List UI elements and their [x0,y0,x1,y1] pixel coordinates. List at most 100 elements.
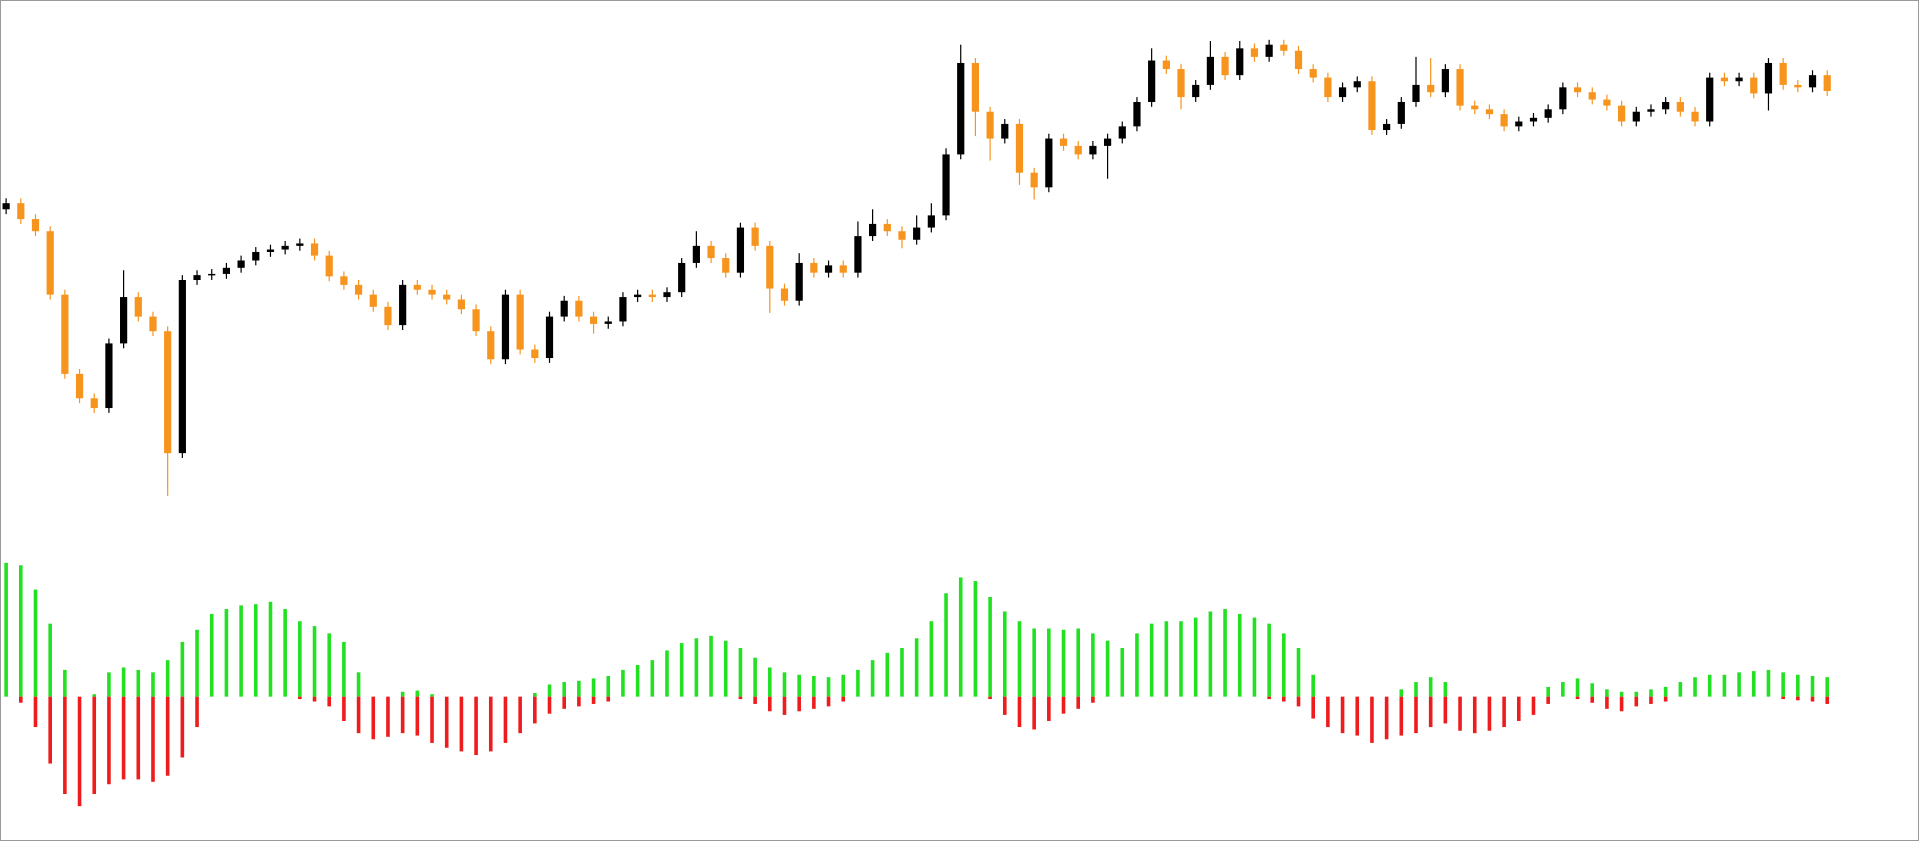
candle-body [957,62,965,155]
histogram-bar [400,696,405,734]
histogram-bar [180,696,185,758]
histogram-bar [1061,696,1066,714]
histogram-bar [356,696,361,734]
candle-body [1647,109,1655,112]
histogram-bar [19,696,23,703]
histogram-bar [1751,671,1756,697]
candle-body [413,284,421,290]
candle-body [1265,44,1273,57]
histogram-bar [1502,696,1506,728]
histogram-bar [635,665,640,697]
histogram-bar [1164,621,1169,697]
histogram-bar [1061,629,1066,697]
histogram-bar [1825,696,1830,704]
histogram-bar [1267,623,1271,697]
candle-body [325,255,333,277]
candle-body [1559,87,1567,110]
histogram-bar [4,562,8,697]
histogram-bar [1399,689,1404,697]
histogram-bar [753,657,757,697]
candle-body [1015,123,1024,173]
candle-body [178,280,186,454]
histogram-bar [518,696,522,734]
histogram-bar [1355,696,1360,736]
histogram-bar [1017,621,1022,697]
candle-body [1324,77,1332,98]
histogram-bar [312,696,317,702]
histogram-bar [151,696,155,782]
candle-body [1192,84,1200,98]
candle-body [1236,48,1244,76]
histogram-bar [386,696,390,737]
candle-body [457,299,465,310]
candle-body [545,316,554,359]
candle-body [1794,84,1802,88]
histogram-bar [1091,696,1095,703]
candle-body [1471,105,1479,110]
histogram-bar [1326,696,1330,728]
histogram-bar [768,667,772,697]
histogram-bar [342,641,346,697]
histogram-bar [929,621,934,697]
candle-body [707,245,715,259]
candle-body [1544,109,1552,118]
histogram-bar [841,674,846,697]
candle-body [1485,109,1494,115]
histogram-bar [533,696,537,724]
histogram-bar [63,669,67,697]
candle-body [1162,60,1170,70]
histogram-bar [1561,682,1565,697]
candle-body [31,219,40,232]
candle-body [1735,77,1743,82]
histogram-bar [1781,672,1785,697]
candle-body [1250,48,1259,57]
candle-body [883,223,891,232]
histogram-bar [1810,696,1815,702]
histogram-bar [444,696,449,748]
histogram-bar [1693,677,1697,697]
candle-body [560,300,568,317]
histogram-bar [1032,696,1036,730]
histogram-bar [1282,633,1286,697]
candle-body [1750,77,1758,94]
histogram-bar [562,696,566,709]
histogram-bar [1399,696,1404,736]
histogram-bar [459,696,464,752]
histogram-bar [1590,696,1595,703]
candle-body [1808,75,1817,88]
histogram-bar [1193,617,1198,697]
histogram-bar [591,696,596,704]
candle-body [237,260,245,268]
candle-body [61,294,69,374]
histogram-bar [797,674,801,697]
candle-body [898,231,906,240]
histogram-bar [356,672,361,697]
histogram-bar [812,675,816,697]
histogram-bar [400,691,405,697]
candle-body [1309,69,1317,78]
histogram-bar [1796,696,1800,701]
histogram-bar [1267,696,1271,700]
histogram-bar [1781,696,1785,700]
candle-body [1441,69,1449,93]
histogram-bar [1649,689,1653,697]
candle-body [971,62,980,112]
candle-body [1779,62,1787,85]
histogram-bar [1282,696,1286,702]
histogram-bar [1223,609,1227,697]
candle-body [1206,56,1214,85]
histogram-bar [48,623,52,697]
histogram-bar [988,696,992,700]
histogram-bar [885,652,890,697]
histogram-bar [1590,683,1595,697]
candle-body [1383,123,1391,131]
histogram-bar [121,696,126,780]
candle-body [501,294,510,360]
candle-body [839,265,847,273]
histogram-bar [151,672,155,697]
candle-body [75,373,84,399]
histogram-bar [547,684,552,697]
histogram-bar [782,696,787,715]
candle-body [90,398,98,409]
